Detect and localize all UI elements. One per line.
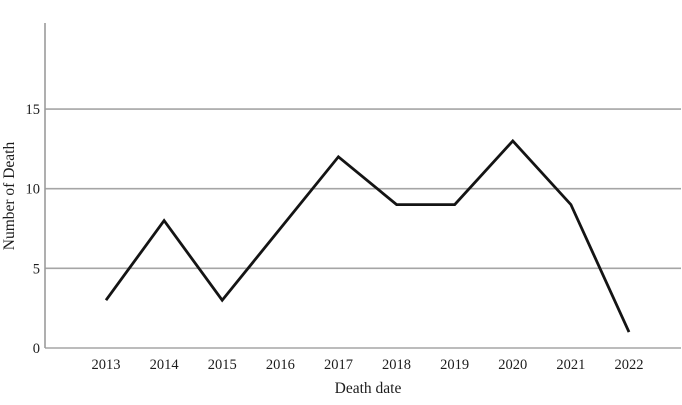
data-line [104, 138, 631, 333]
gridlines [45, 108, 681, 349]
x-tick-label-2019: 2019 [440, 357, 469, 373]
y-tick-label-15: 15 [26, 102, 41, 118]
y-axis-title: Number of Death [1, 142, 18, 251]
x-tick-label-2013: 2013 [92, 357, 121, 373]
x-tick-label-2015: 2015 [208, 357, 237, 373]
y-tick-label-10: 10 [26, 182, 41, 198]
x-tick-label-2020: 2020 [498, 357, 527, 373]
x-tick-label-2018: 2018 [382, 357, 411, 373]
x-axis-title: Death date [335, 380, 402, 397]
x-tick-label-2021: 2021 [556, 357, 585, 373]
y-tick-label-5: 5 [33, 261, 40, 277]
x-tick-label-2022: 2022 [614, 357, 643, 373]
y-tick-label-0: 0 [33, 341, 40, 357]
y-tick-labels: 0 5 10 15 [26, 102, 41, 357]
x-tick-label-2017: 2017 [324, 357, 353, 373]
x-tick-label-2016: 2016 [266, 357, 295, 373]
x-tick-labels: 2013 2014 2015 2016 2017 2018 2019 2020 2021 2022 [92, 357, 644, 373]
x-tick-label-2014: 2014 [150, 357, 180, 373]
